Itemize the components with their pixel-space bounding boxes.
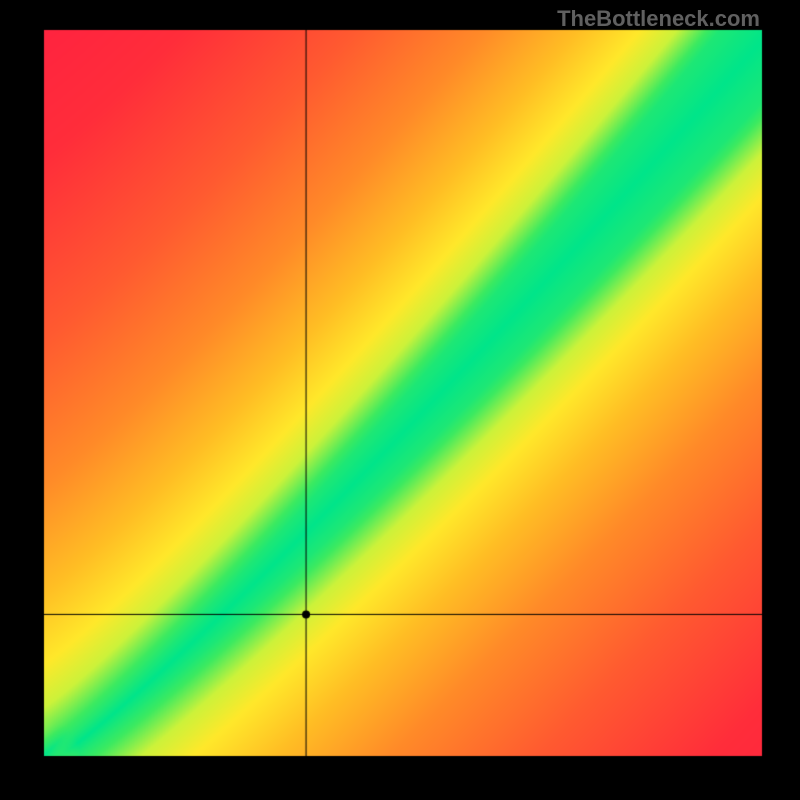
chart-container: TheBottleneck.com [0,0,800,800]
watermark-text: TheBottleneck.com [557,6,760,32]
bottleneck-heatmap-canvas [0,0,800,800]
